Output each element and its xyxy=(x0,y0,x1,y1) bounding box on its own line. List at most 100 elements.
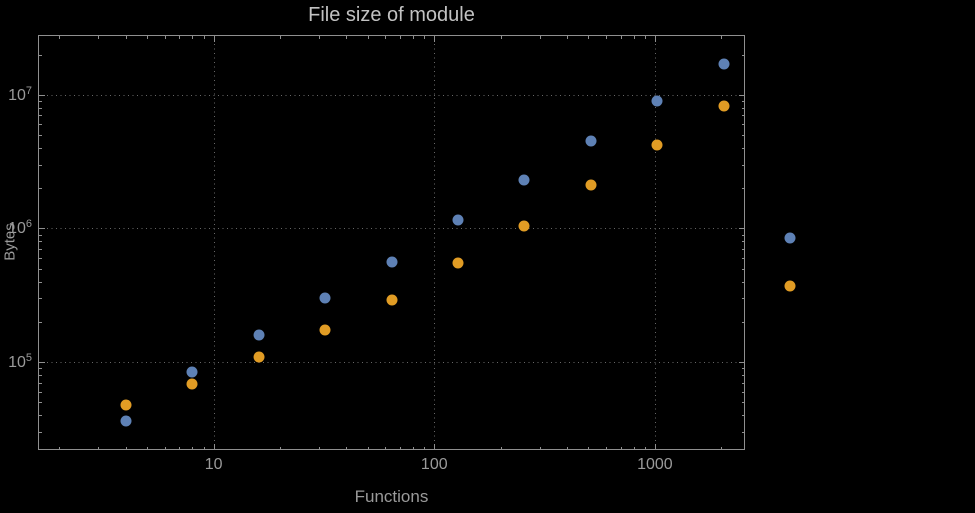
data-point-series-2 xyxy=(386,294,397,306)
tick-mark xyxy=(739,94,745,96)
tick-mark xyxy=(125,447,127,450)
tick-mark xyxy=(742,415,745,417)
tick-mark xyxy=(179,36,181,39)
tick-mark xyxy=(400,447,402,450)
data-point-series-2 xyxy=(253,351,265,363)
tick-mark xyxy=(39,368,42,370)
tick-mark xyxy=(620,36,622,39)
tick-mark xyxy=(39,147,42,149)
data-point-series-1 xyxy=(120,415,132,427)
tick-mark xyxy=(98,36,100,39)
data-point-series-1 xyxy=(585,135,597,147)
tick-mark xyxy=(385,447,387,450)
tick-mark xyxy=(412,36,414,39)
tick-mark xyxy=(203,36,205,39)
data-point-series-1 xyxy=(518,174,530,186)
tick-mark xyxy=(39,135,42,136)
tick-mark xyxy=(633,447,635,450)
tick-mark xyxy=(500,447,502,450)
y-gridline xyxy=(38,362,745,364)
tick-mark xyxy=(203,447,205,450)
y-gridline xyxy=(38,94,745,96)
x-tick-label: 10 xyxy=(204,456,223,473)
tick-mark xyxy=(39,402,42,404)
tick-mark xyxy=(742,402,745,404)
exponent: 7 xyxy=(25,84,32,97)
tick-mark xyxy=(147,447,149,450)
tick-mark xyxy=(742,391,745,393)
tick-mark xyxy=(280,447,282,450)
tick-mark xyxy=(39,382,42,384)
tick-mark xyxy=(742,249,745,251)
tick-mark xyxy=(179,447,181,450)
tick-mark xyxy=(742,164,745,166)
tick-mark xyxy=(192,447,194,450)
plot-frame xyxy=(38,35,745,450)
tick-mark xyxy=(434,444,436,450)
tick-mark xyxy=(633,36,635,39)
data-point-series-2 xyxy=(120,399,132,411)
tick-mark xyxy=(318,447,320,450)
tick-mark xyxy=(742,368,745,370)
data-point-series-2 xyxy=(784,280,796,292)
tick-mark xyxy=(742,234,745,236)
tick-mark xyxy=(644,36,646,39)
tick-mark xyxy=(346,36,348,39)
tick-mark xyxy=(147,36,149,39)
tick-mark xyxy=(721,447,723,450)
tick-mark xyxy=(539,36,541,39)
tick-mark xyxy=(605,36,607,39)
tick-mark xyxy=(59,36,61,39)
tick-mark xyxy=(39,431,42,433)
tick-mark xyxy=(434,36,436,42)
tick-mark xyxy=(39,258,42,260)
tick-mark xyxy=(39,298,42,300)
y-gridline xyxy=(38,228,745,230)
tick-mark xyxy=(620,447,622,450)
tick-mark xyxy=(192,36,194,39)
tick-mark xyxy=(39,188,42,190)
tick-mark xyxy=(39,107,42,109)
x-tick-label: 1000 xyxy=(637,456,673,473)
tick-mark xyxy=(742,281,745,283)
tick-mark xyxy=(742,100,745,102)
tick-mark xyxy=(605,447,607,450)
tick-mark xyxy=(739,362,745,364)
exponent: 5 xyxy=(25,351,32,364)
tick-mark xyxy=(39,94,45,96)
tick-mark xyxy=(39,100,42,102)
tick-mark xyxy=(164,36,166,39)
x-gridline xyxy=(434,35,436,450)
tick-mark xyxy=(39,164,42,166)
tick-mark xyxy=(742,241,745,243)
x-gridline xyxy=(213,35,215,450)
data-point-series-2 xyxy=(518,220,530,232)
tick-mark xyxy=(39,249,42,251)
y-tick-label: 105 xyxy=(8,351,32,372)
tick-mark xyxy=(742,135,745,136)
tick-mark xyxy=(346,447,348,450)
tick-mark xyxy=(39,362,45,364)
tick-mark xyxy=(742,188,745,190)
tick-mark xyxy=(567,447,569,450)
tick-mark xyxy=(164,447,166,450)
tick-mark xyxy=(39,391,42,393)
tick-mark xyxy=(588,36,590,39)
x-tick-label: 100 xyxy=(420,456,448,473)
tick-mark xyxy=(318,36,320,39)
tick-mark xyxy=(742,147,745,149)
tick-mark xyxy=(98,447,100,450)
tick-mark xyxy=(742,268,745,270)
tick-mark xyxy=(721,36,723,39)
y-tick-label: 106 xyxy=(8,218,32,238)
data-point-series-2 xyxy=(718,100,730,112)
tick-mark xyxy=(39,228,45,230)
data-point-series-1 xyxy=(386,256,397,268)
tick-mark xyxy=(39,241,42,243)
tick-mark xyxy=(742,375,745,377)
exponent: 6 xyxy=(25,218,32,231)
tick-mark xyxy=(39,415,42,417)
tick-mark xyxy=(567,36,569,39)
data-point-series-1 xyxy=(186,366,198,378)
